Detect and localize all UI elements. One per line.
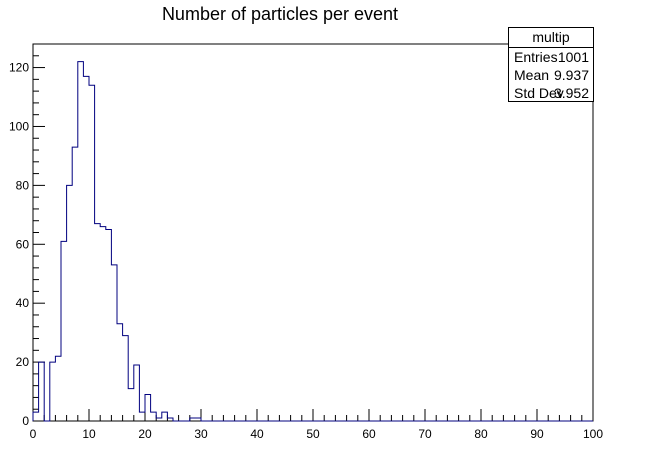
- x-tick-label: 40: [250, 427, 264, 441]
- histogram-bin: [117, 324, 123, 421]
- histogram-bins: [33, 62, 201, 421]
- stats-row-entries: Entries 1001: [509, 48, 593, 66]
- x-tick-label: 10: [82, 427, 96, 441]
- histogram-bin: [106, 230, 112, 421]
- y-tick-label: 80: [16, 178, 30, 192]
- stats-box: multip Entries 1001 Mean 9.937 Std Dev 3…: [508, 27, 594, 102]
- stats-row-std: Std Dev 3.952: [509, 84, 593, 102]
- histogram-bin: [89, 85, 95, 421]
- tick-labels: 0 10 20 30 40 50 60 70 80 90 100 0 20 40 60 80 100 120: [9, 61, 603, 441]
- stats-entries-value: 1001: [557, 49, 589, 65]
- histogram-bin: [50, 362, 56, 421]
- histogram-bin: [167, 418, 173, 421]
- histogram-bin: [123, 336, 129, 421]
- x-tick-label: 20: [138, 427, 152, 441]
- histogram-bin: [145, 394, 151, 421]
- histogram-outline: [32, 61, 593, 422]
- stats-box-title: multip: [509, 28, 593, 48]
- histogram-bin: [151, 412, 157, 421]
- chart-title: Number of particles per event: [161, 4, 399, 24]
- histogram-bin: [95, 224, 101, 421]
- histogram-bin: [78, 62, 84, 421]
- stats-mean-label: Mean: [514, 67, 550, 83]
- histogram-bin: [195, 418, 201, 421]
- histogram-bin: [55, 356, 61, 421]
- x-tick-label: 60: [362, 427, 376, 441]
- histogram-bin: [33, 412, 39, 421]
- histogram-bin: [162, 412, 168, 421]
- y-tick-label: 0: [22, 414, 29, 428]
- x-tick-label: 100: [583, 427, 603, 441]
- histogram-bin: [156, 418, 162, 421]
- stats-std-value: 3.952: [553, 85, 589, 101]
- histogram-bin: [72, 147, 78, 421]
- histogram-bin: [83, 76, 89, 421]
- stats-row-mean: Mean 9.937: [509, 66, 593, 84]
- histogram-bin: [111, 265, 117, 421]
- x-tick-label: 50: [306, 427, 320, 441]
- histogram-bin: [134, 365, 140, 421]
- stats-mean-value: 9.937: [553, 67, 589, 83]
- x-tick-label: 90: [530, 427, 544, 441]
- y-tick-label: 120: [9, 61, 29, 75]
- x-tick-label: 0: [30, 427, 37, 441]
- stats-entries-label: Entries: [514, 49, 558, 65]
- histogram-bin: [39, 362, 45, 421]
- histogram-bin: [190, 418, 196, 421]
- histogram-bin: [61, 241, 67, 421]
- y-tick-label: 60: [16, 237, 30, 251]
- y-tick-label: 20: [16, 355, 30, 369]
- x-tick-label: 70: [418, 427, 432, 441]
- x-tick-label: 80: [474, 427, 488, 441]
- y-tick-label: 100: [9, 119, 29, 133]
- x-tick-label: 30: [194, 427, 208, 441]
- stats-std-label: Std Dev: [514, 85, 564, 101]
- histogram-bin: [100, 227, 106, 421]
- y-tick-label: 40: [16, 296, 30, 310]
- histogram-bin: [67, 185, 73, 421]
- histogram-bin: [128, 389, 134, 421]
- histogram-bin: [139, 412, 145, 421]
- ticks: [32, 43, 594, 422]
